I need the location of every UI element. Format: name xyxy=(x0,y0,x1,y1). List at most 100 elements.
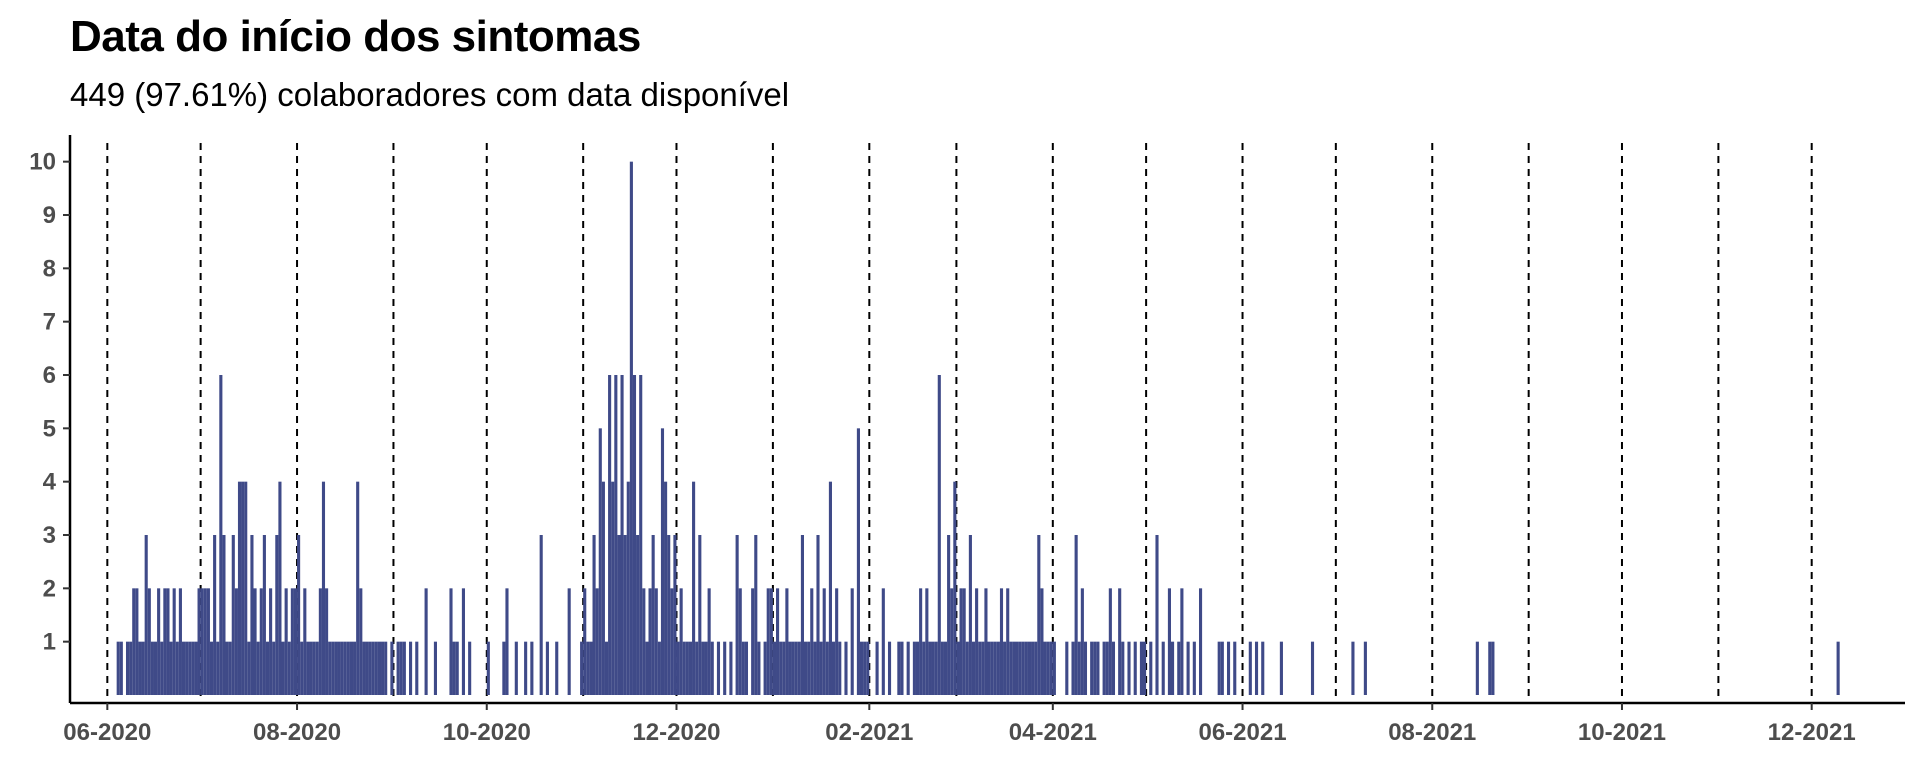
bar xyxy=(685,641,689,695)
bar xyxy=(241,481,245,695)
bar xyxy=(278,481,282,695)
bar xyxy=(265,641,270,695)
bar xyxy=(1139,641,1144,695)
bar xyxy=(1012,641,1016,695)
bar xyxy=(539,535,543,695)
bar xyxy=(1021,641,1025,695)
bar xyxy=(754,535,758,695)
bar xyxy=(262,535,266,695)
bar xyxy=(912,641,916,695)
bar xyxy=(253,588,257,695)
bar xyxy=(172,588,176,695)
bar xyxy=(567,588,571,695)
bar xyxy=(409,641,413,695)
y-tick-label: 7 xyxy=(43,309,56,336)
bar xyxy=(772,641,777,695)
y-tick-label: 1 xyxy=(43,629,56,656)
bar xyxy=(822,588,826,695)
bar xyxy=(679,588,683,695)
bar xyxy=(794,641,798,695)
bar xyxy=(698,535,702,695)
bar xyxy=(1836,641,1840,695)
bar xyxy=(359,588,363,695)
bar xyxy=(390,641,394,695)
bar xyxy=(623,535,627,695)
bar xyxy=(300,641,304,695)
bar xyxy=(1090,641,1094,695)
bar xyxy=(751,588,755,695)
bar xyxy=(166,588,170,695)
bar xyxy=(306,641,310,695)
bar xyxy=(1049,641,1053,695)
bar xyxy=(1310,641,1315,695)
x-tick-label: 12-2021 xyxy=(1768,719,1856,746)
bar xyxy=(1031,641,1035,695)
bar xyxy=(825,641,829,695)
bar xyxy=(1488,641,1492,695)
x-tick-label: 06-2020 xyxy=(63,719,151,746)
bar xyxy=(250,535,254,695)
bar xyxy=(838,641,842,695)
bar xyxy=(321,481,326,695)
bar xyxy=(312,641,316,695)
bar xyxy=(219,375,223,695)
bar xyxy=(586,641,590,695)
bar xyxy=(163,588,167,695)
bar xyxy=(399,641,403,695)
bar xyxy=(922,641,926,695)
chart-title: Data do início dos sintomas xyxy=(70,12,641,61)
bar xyxy=(716,641,721,695)
bar xyxy=(337,641,341,695)
bar xyxy=(887,641,892,695)
bar xyxy=(1071,641,1075,695)
bar xyxy=(194,641,198,695)
bar xyxy=(1009,641,1013,695)
bar xyxy=(132,588,136,695)
bar xyxy=(1077,641,1081,695)
bar xyxy=(362,641,366,695)
bar xyxy=(617,535,621,695)
bar xyxy=(256,641,260,695)
bar xyxy=(1167,588,1171,695)
bar xyxy=(555,641,559,695)
bar xyxy=(160,641,164,695)
bar xyxy=(175,641,179,695)
bar xyxy=(1233,641,1237,695)
bar xyxy=(984,588,988,695)
bar xyxy=(1003,641,1007,695)
bar xyxy=(701,641,705,695)
bar xyxy=(272,641,276,695)
bar xyxy=(692,481,696,695)
bar xyxy=(987,641,991,695)
bar xyxy=(779,641,783,695)
bars xyxy=(116,161,1840,695)
bar xyxy=(153,641,158,695)
bar xyxy=(797,641,801,695)
x-tick-label: 08-2021 xyxy=(1388,719,1476,746)
bar xyxy=(1024,641,1028,695)
bar xyxy=(1143,641,1147,695)
bar xyxy=(377,641,382,695)
bar xyxy=(959,588,963,695)
bar xyxy=(318,588,322,695)
bar xyxy=(433,641,437,695)
bar xyxy=(667,535,671,695)
y-tick-label: 3 xyxy=(43,522,56,549)
bar xyxy=(1102,641,1106,695)
bar xyxy=(222,535,226,695)
bar xyxy=(371,641,375,695)
bar xyxy=(828,481,832,695)
bar xyxy=(835,588,839,695)
bar xyxy=(353,641,357,695)
bar xyxy=(1111,641,1116,695)
bar xyxy=(978,641,982,695)
bar xyxy=(810,588,814,695)
bar xyxy=(1046,641,1050,695)
bar xyxy=(247,641,251,695)
x-tick-label: 02-2021 xyxy=(825,719,913,746)
bar xyxy=(290,588,294,695)
bar xyxy=(1052,641,1056,695)
bar xyxy=(356,481,360,695)
bar xyxy=(931,641,935,695)
bar xyxy=(971,641,976,695)
